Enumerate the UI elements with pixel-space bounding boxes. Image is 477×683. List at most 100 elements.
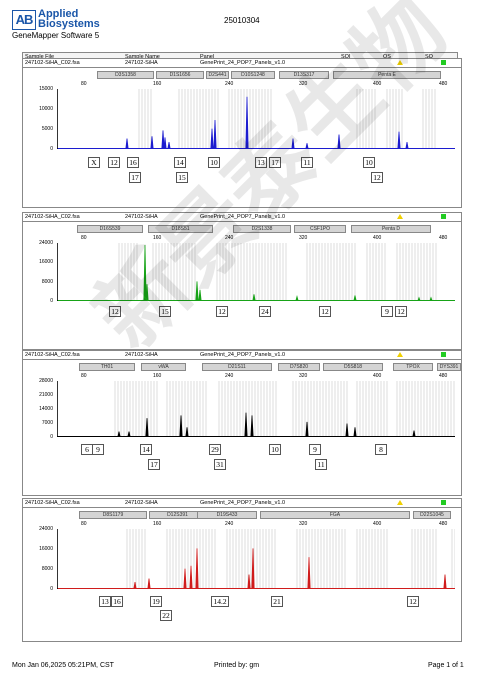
allele-call-label[interactable]: 9 (381, 306, 393, 317)
allele-call-label[interactable]: 15 (159, 306, 171, 317)
allele-call-label[interactable]: 16 (127, 157, 139, 168)
allele-call-label[interactable]: 22 (160, 610, 172, 621)
sq-pass-icon (441, 214, 446, 219)
peak (291, 138, 295, 149)
allele-call-label[interactable]: 29 (209, 444, 221, 455)
allele-call-label[interactable]: 9 (309, 444, 321, 455)
peak (412, 430, 416, 437)
marker-bin[interactable]: D21S11 (202, 363, 272, 371)
marker-bin[interactable]: D8S1179 (79, 511, 147, 519)
marker-bin[interactable]: D10S1248 (231, 71, 275, 79)
peak (213, 119, 217, 149)
peak (117, 431, 121, 437)
allele-call-label[interactable]: 17 (148, 459, 160, 470)
allele-call-label[interactable]: 17 (269, 157, 281, 168)
size-scale-tick: 160 (153, 81, 162, 87)
peak (179, 415, 183, 437)
allele-call-label[interactable]: 13 (99, 596, 111, 607)
allele-call-label[interactable]: 10 (363, 157, 375, 168)
marker-bin[interactable]: D2S441 (206, 71, 229, 79)
peak (167, 141, 171, 149)
sample-name: 247102-SiHA (125, 352, 158, 358)
marker-bin[interactable]: vWA (141, 363, 186, 371)
marker-bin[interactable]: D5S818 (323, 363, 383, 371)
size-scale-tick: 160 (153, 521, 162, 527)
os-warning-icon (397, 60, 403, 65)
y-axis-label: 28000 (39, 378, 53, 384)
y-axis-label: 24000 (39, 240, 53, 246)
sq-pass-icon (441, 500, 446, 505)
peak (429, 296, 433, 301)
allele-call-label[interactable]: 11 (301, 157, 313, 168)
col-panel: Panel (200, 54, 215, 60)
marker-bin[interactable]: Penta D (351, 225, 431, 233)
marker-bin[interactable]: CSF1PO (294, 225, 346, 233)
peak (443, 574, 447, 589)
allele-call-label[interactable]: 12 (109, 306, 121, 317)
marker-bin[interactable]: D16S539 (77, 225, 143, 233)
allele-call-label[interactable]: 14 (140, 444, 152, 455)
allele-call-label[interactable]: 17 (129, 172, 141, 183)
marker-bin[interactable]: D7S820 (278, 363, 320, 371)
marker-bin[interactable]: D18S51 (148, 225, 213, 233)
size-scale-tick: 320 (299, 521, 308, 527)
allele-call-label[interactable]: 10 (208, 157, 220, 168)
marker-bin[interactable]: D1S1656 (156, 71, 204, 79)
allele-call-label[interactable]: 24 (259, 306, 271, 317)
allele-call-label[interactable]: 12 (395, 306, 407, 317)
peak (127, 431, 131, 437)
marker-bin[interactable]: Penta E (333, 71, 441, 79)
size-scale-tick: 240 (225, 373, 234, 379)
size-scale-tick: 480 (439, 235, 448, 241)
peak (353, 427, 357, 437)
allele-call-label[interactable]: 8 (375, 444, 387, 455)
peak (252, 294, 256, 301)
allele-call-label[interactable]: 19 (150, 596, 162, 607)
allele-call-label[interactable]: 13 (255, 157, 267, 168)
marker-bin[interactable]: TPOX (393, 363, 433, 371)
marker-bin[interactable]: D3S1358 (97, 71, 154, 79)
y-axis-label: 15000 (39, 86, 53, 92)
peak (143, 244, 147, 301)
size-scale-tick: 160 (153, 373, 162, 379)
size-scale-tick: 480 (439, 373, 448, 379)
marker-bin[interactable]: DYS391 (437, 363, 461, 371)
marker-bin[interactable]: FGA (260, 511, 410, 519)
allele-call-label[interactable]: 12 (371, 172, 383, 183)
marker-bin[interactable]: TH01 (79, 363, 135, 371)
marker-bin[interactable]: D13S317 (279, 71, 329, 79)
peak (185, 427, 189, 437)
applied-biosystems-logo-mark: AB (12, 10, 36, 30)
panel-2: 247102-SiHA_C02.fsa 247102-SiHA GenePrint_… (22, 212, 462, 350)
electropherogram-plot (57, 381, 455, 437)
peak (245, 96, 249, 149)
allele-call-label[interactable]: X (88, 157, 100, 168)
allele-call-label[interactable]: 14 (174, 157, 186, 168)
allele-call-label[interactable]: 12 (216, 306, 228, 317)
allele-call-label[interactable]: 14.2 (211, 596, 229, 607)
y-axis-label: 24000 (39, 526, 53, 532)
y-axis-label: 8000 (41, 278, 53, 285)
allele-call-label[interactable]: 21 (271, 596, 283, 607)
sample-name: 247102-SiHA (125, 214, 158, 220)
size-scale-tick: 400 (373, 521, 382, 527)
allele-call-label[interactable]: 12 (407, 596, 419, 607)
allele-call-label[interactable]: 12 (319, 306, 331, 317)
marker-bin[interactable]: D22S1045 (413, 511, 451, 519)
marker-bin[interactable]: D2S1338 (233, 225, 291, 233)
allele-call-label[interactable]: 10 (269, 444, 281, 455)
allele-call-label[interactable]: 11 (315, 459, 327, 470)
peak (337, 134, 341, 149)
allele-call-label[interactable]: 16 (111, 596, 123, 607)
peak (250, 415, 254, 437)
size-scale-tick: 240 (225, 521, 234, 527)
peak (195, 548, 199, 589)
logo-line-2: Biosystems (38, 18, 100, 30)
peak (133, 581, 137, 589)
col-os: OS (383, 54, 391, 60)
allele-call-label[interactable]: 12 (108, 157, 120, 168)
allele-call-label[interactable]: 31 (214, 459, 226, 470)
allele-call-label[interactable]: 9 (92, 444, 104, 455)
allele-call-label[interactable]: 15 (176, 172, 188, 183)
marker-bin[interactable]: D19S433 (197, 511, 257, 519)
